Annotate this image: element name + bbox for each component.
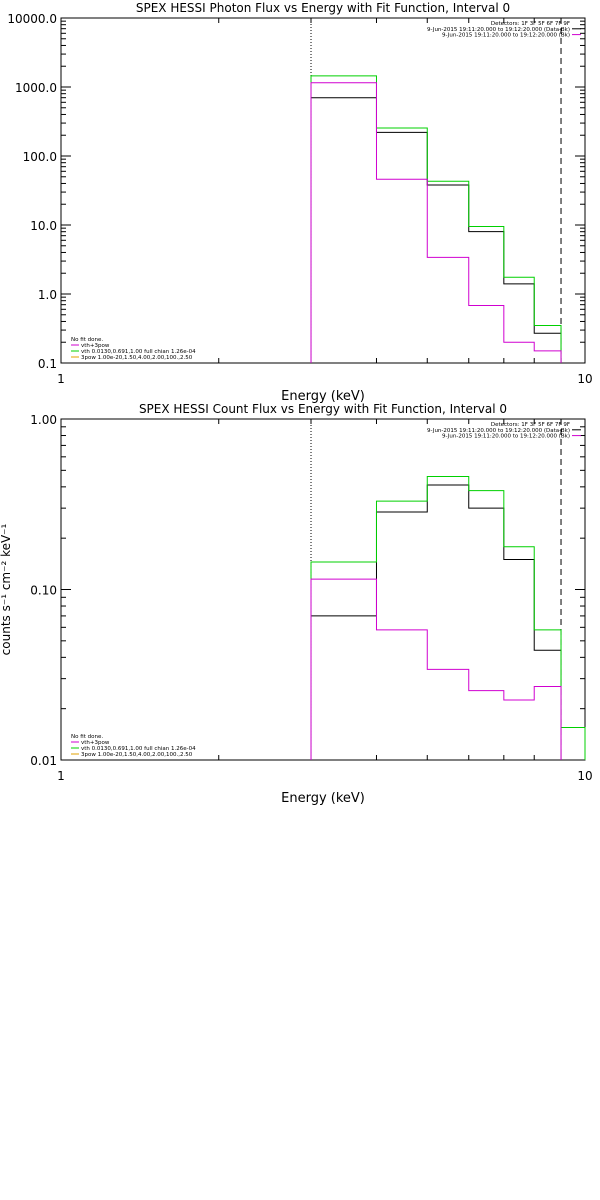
chart2-y-tick-label: 0.01 [30, 754, 57, 768]
chart2-legend-top-entry: 9-Jun-2015 19:11:20.000 to 19:12:20.000 … [427, 428, 570, 434]
chart1-legend-bottom-entry: vth 0.0130,0.691,1.00 full chian 1.26e-0… [81, 349, 196, 355]
chart1-y-tick-label: 10000.0 [7, 12, 57, 26]
chart1-y-tick-label: 10.0 [30, 219, 57, 233]
chart1-legend-bottom-entry: 3pow 1.00e-20,1.50,4.00,2.00,100.,2.50 [81, 355, 193, 361]
chart2-legend-bottom-entry: No fit done. [71, 734, 103, 740]
chart1: SPEX HESSI Photon Flux vs Energy with Fi… [7, 1, 592, 404]
chart2-title: SPEX HESSI Count Flux vs Energy with Fit… [139, 402, 507, 416]
chart1-x-tick-label: 10 [577, 372, 592, 386]
chart2-y-axis-label: counts s⁻¹ cm⁻² keV⁻¹ [0, 523, 13, 655]
chart1-legend-top-entry: 9-Jun-2015 19:11:20.000 to 19:12:20.000 … [442, 33, 570, 39]
chart2-y-tick-label: 1.00 [30, 413, 57, 427]
chart2-series-1-line [310, 484, 562, 760]
chart2-series-3-line [310, 578, 562, 760]
chart2-legend-top-entry: 9-Jun-2015 19:11:20.000 to 19:12:20.000 … [442, 434, 570, 440]
chart1-legend-bottom-entry: No fit done. [71, 337, 103, 343]
chart1-series-2-line [310, 75, 562, 363]
chart1-plot-frame [60, 17, 586, 364]
chart1-y-tick-label: 1.0 [38, 288, 57, 302]
chart1-title: SPEX HESSI Photon Flux vs Energy with Fi… [136, 1, 510, 15]
chart2-x-tick-label: 10 [577, 769, 592, 783]
chart2-legend-top-entry: Detectors: 1F 3F 5F 6F 7F 9F [491, 422, 570, 428]
chart1-series-1-line [310, 97, 562, 363]
chart1-legend-top-entry: 9-Jun-2015 19:11:20.000 to 19:12:20.000 … [427, 27, 570, 33]
chart1-x-axis-label: Energy (keV) [281, 389, 365, 404]
chart2-y-tick-label: 0.10 [30, 584, 57, 598]
chart2-plot-frame [60, 418, 586, 761]
chart2-legend-bottom-entry: vth+3pow [81, 740, 110, 746]
chart1-y-tick-label: 1000.0 [15, 81, 57, 95]
chart2-series-2-line [310, 476, 586, 760]
chart2-x-tick-label: 1 [57, 769, 65, 783]
chart2-x-axis-label: Energy (keV) [281, 791, 365, 806]
chart1-legend-top-entry: Detectors: 1F 3F 5F 6F 7F 9F [491, 21, 570, 27]
chart2-legend-bottom-entry: 3pow 1.00e-20,1.50,4.00,2.00,100.,2.50 [81, 752, 193, 758]
chart1-series-3-line [310, 82, 562, 363]
chart1-y-tick-label: 100.0 [23, 150, 57, 164]
chart1-x-tick-label: 1 [57, 372, 65, 386]
chart1-legend-bottom-entry: vth+3pow [81, 343, 110, 349]
chart2-legend-bottom-entry: vth 0.0130,0.691,1.00 full chian 1.26e-0… [81, 746, 196, 752]
chart1-y-tick-label: 0.1 [38, 357, 57, 371]
chart2: SPEX HESSI Count Flux vs Energy with Fit… [0, 402, 593, 806]
